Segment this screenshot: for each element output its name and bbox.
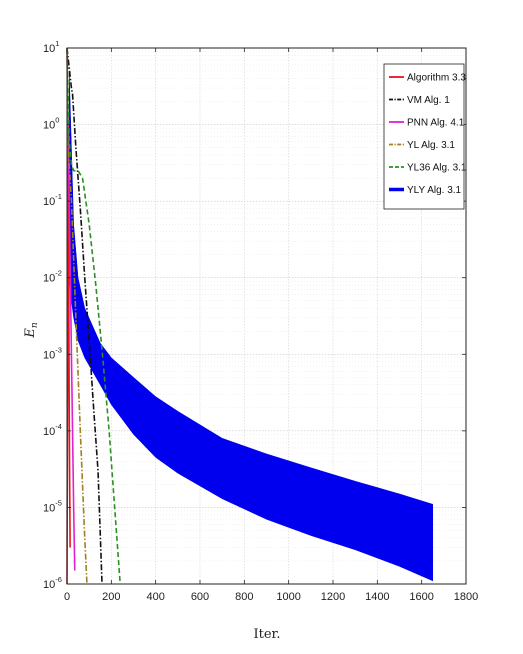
y-tick-exponent: -3 [55, 345, 62, 354]
x-axis-title: Iter. [254, 627, 281, 642]
legend-label-3: PNN Alg. 4.1 [407, 118, 465, 129]
legend-label-2: VM Alg. 1 [407, 95, 450, 106]
y-tick-exponent: 1 [55, 39, 59, 48]
series-band-yly [68, 71, 433, 582]
y-tick-base: 10 [43, 426, 55, 438]
axis-ticks: 0 200 400 600 800 1000 1200 1400 1600 180010-610-… [43, 39, 478, 603]
series-line-4 [66, 47, 88, 585]
x-tick-label: 1400 [365, 591, 389, 603]
y-axis-title: En [23, 322, 40, 339]
x-tick-label: 200 [102, 591, 120, 603]
y-tick-base: 10 [43, 579, 55, 591]
grid [66, 47, 467, 585]
y-axis-title-main: E [23, 328, 38, 339]
y-tick-exponent: -6 [55, 575, 62, 584]
axes-frame [66, 47, 467, 585]
x-tick-label: 800 [235, 591, 253, 603]
y-tick-base: 10 [43, 196, 55, 208]
y-tick-label: 100 [43, 116, 59, 132]
legend-label-1: Algorithm 3.3 [407, 73, 466, 84]
y-tick-exponent: -2 [55, 269, 62, 278]
y-tick-label: 10-1 [43, 192, 62, 208]
legend-box [383, 63, 465, 210]
series-line-5 [66, 47, 121, 585]
y-axis-title-sub: n [30, 322, 40, 328]
x-tick-label: 600 [191, 591, 209, 603]
series-line-2 [66, 47, 103, 585]
y-tick-exponent: -4 [55, 422, 62, 431]
x-tick-label: 400 [146, 591, 164, 603]
y-tick-label: 10-4 [43, 422, 62, 438]
x-tick-label: 0 [64, 591, 70, 603]
y-tick-base: 10 [43, 43, 55, 55]
x-tick-label: 1000 [276, 591, 300, 603]
series-line-1 [66, 123, 71, 585]
y-tick-exponent: 0 [55, 116, 59, 125]
y-tick-base: 10 [43, 273, 55, 285]
y-tick-exponent: -1 [55, 192, 62, 201]
y-tick-label: 10-3 [43, 345, 62, 361]
legend: Algorithm 3.3 VM Alg. 1 PNN Alg. 4.1 YL Alg… [383, 63, 467, 210]
plot-area [66, 47, 433, 585]
x-tick-label: 1800 [454, 591, 478, 603]
y-tick-label: 10-5 [43, 498, 62, 514]
legend-label-5: YL36 Alg. 3.1 [407, 163, 467, 174]
legend-label-6: YLY Alg. 3.1 [407, 185, 462, 196]
y-tick-base: 10 [43, 502, 55, 514]
x-tick-label: 1200 [321, 591, 345, 603]
y-tick-exponent: -5 [55, 498, 62, 507]
y-tick-label: 10-2 [43, 269, 62, 285]
x-tick-label: 1600 [409, 591, 433, 603]
legend-label-4: YL Alg. 3.1 [407, 140, 455, 151]
y-tick-label: 10-6 [43, 575, 62, 591]
y-tick-label: 101 [43, 39, 59, 55]
y-tick-base: 10 [43, 120, 55, 132]
y-tick-base: 10 [43, 349, 55, 361]
